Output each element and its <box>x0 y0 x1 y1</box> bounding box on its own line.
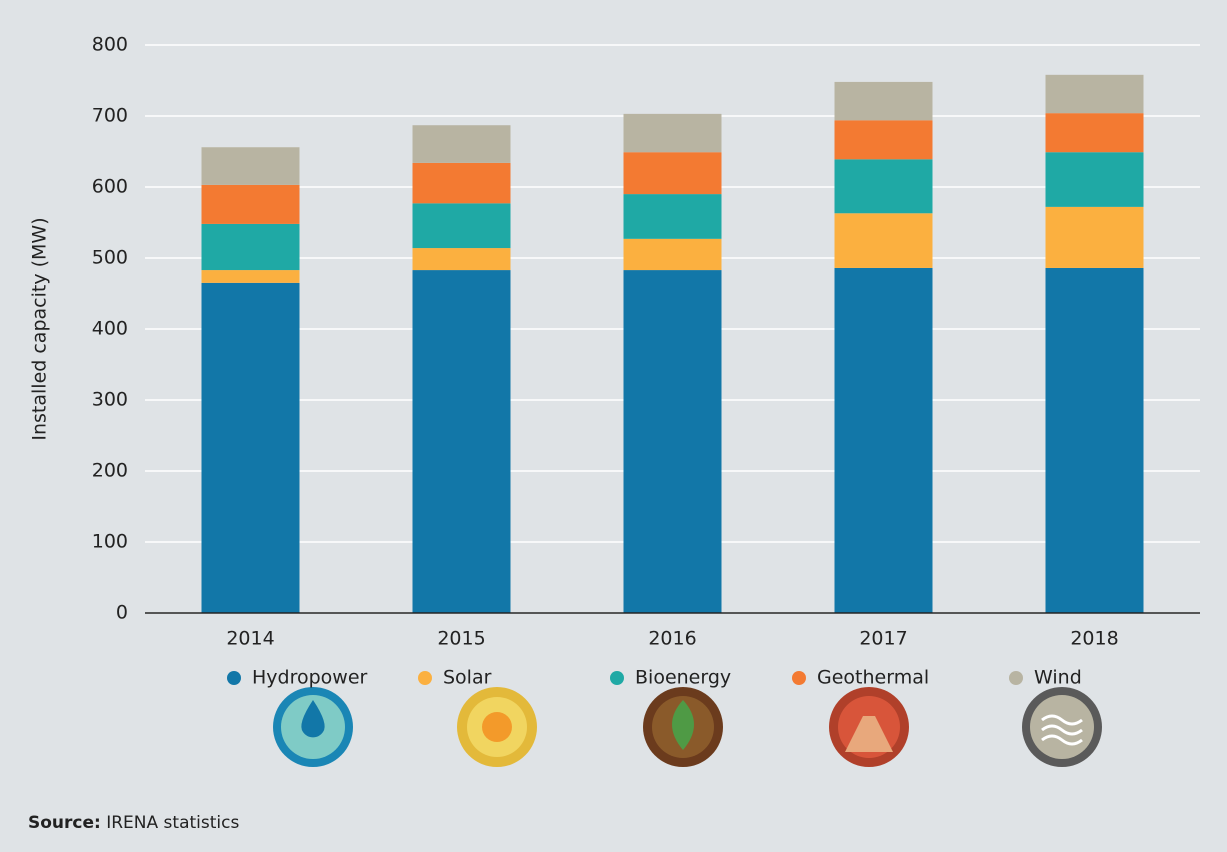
legend-label: Bioenergy <box>635 667 731 689</box>
legend-swatch <box>610 671 624 685</box>
bar-segment <box>834 267 933 613</box>
bar-segment <box>623 152 722 195</box>
bar-segment <box>412 125 511 163</box>
hydro-drop <box>301 700 325 738</box>
source-label: Source: <box>28 813 101 833</box>
legend-swatch <box>418 671 432 685</box>
icons <box>273 687 1102 767</box>
y-tick-label: 400 <box>92 318 128 340</box>
bar-segment <box>1045 267 1144 613</box>
y-tick-label: 700 <box>92 105 128 127</box>
bar-segment <box>412 162 511 204</box>
x-tick-label: 2017 <box>859 628 907 650</box>
bar-segment <box>834 120 933 160</box>
bar-segment <box>201 223 300 271</box>
legend-label: Geothermal <box>817 667 929 689</box>
bar-segment <box>1045 74 1144 114</box>
bar-segment <box>623 194 722 239</box>
legend-label: Wind <box>1034 667 1082 689</box>
geo-volcano <box>845 716 893 752</box>
bar-segment <box>623 113 722 153</box>
wind-icon-inner <box>1030 695 1094 759</box>
source-text: IRENA statistics <box>106 813 239 833</box>
bar-segment <box>623 238 722 271</box>
legend-swatch <box>792 671 806 685</box>
bar-segment <box>201 270 300 283</box>
bar-segment <box>201 184 300 224</box>
bar-segment <box>201 147 300 185</box>
wind-waves <box>1041 714 1083 746</box>
bar-segment <box>623 270 722 613</box>
y-tick-label: 600 <box>92 176 128 198</box>
legend-swatch <box>1009 671 1023 685</box>
legend-label: Hydropower <box>252 667 368 689</box>
bar-segment <box>1045 206 1144 268</box>
legend-swatch <box>227 671 241 685</box>
x-tick-label: 2014 <box>226 628 274 650</box>
y-tick-label: 800 <box>92 34 128 56</box>
x-tick-label: 2015 <box>437 628 485 650</box>
bar-segment <box>412 248 511 271</box>
y-axis-label: Installed capacity (MW) <box>29 217 51 440</box>
solar-sun <box>482 712 512 742</box>
bar-segment <box>201 282 300 613</box>
y-tick-label: 200 <box>92 460 128 482</box>
bar-segment <box>412 270 511 613</box>
legend-label: Solar <box>443 667 492 689</box>
bio-leaf <box>672 700 694 750</box>
bar-segment <box>412 203 511 249</box>
y-tick-label: 100 <box>92 531 128 553</box>
y-tick-label: 0 <box>116 602 128 624</box>
bar-segment <box>834 81 933 121</box>
y-tick-label: 500 <box>92 247 128 269</box>
source: Source: IRENA statistics <box>28 813 239 833</box>
x-tick-label: 2016 <box>648 628 696 650</box>
y-tick-label: 300 <box>92 389 128 411</box>
bar-segment <box>834 213 933 268</box>
bar-segment <box>1045 113 1144 153</box>
bar-segment <box>1045 152 1144 207</box>
bar-segment <box>834 159 933 214</box>
x-tick-label: 2018 <box>1070 628 1118 650</box>
